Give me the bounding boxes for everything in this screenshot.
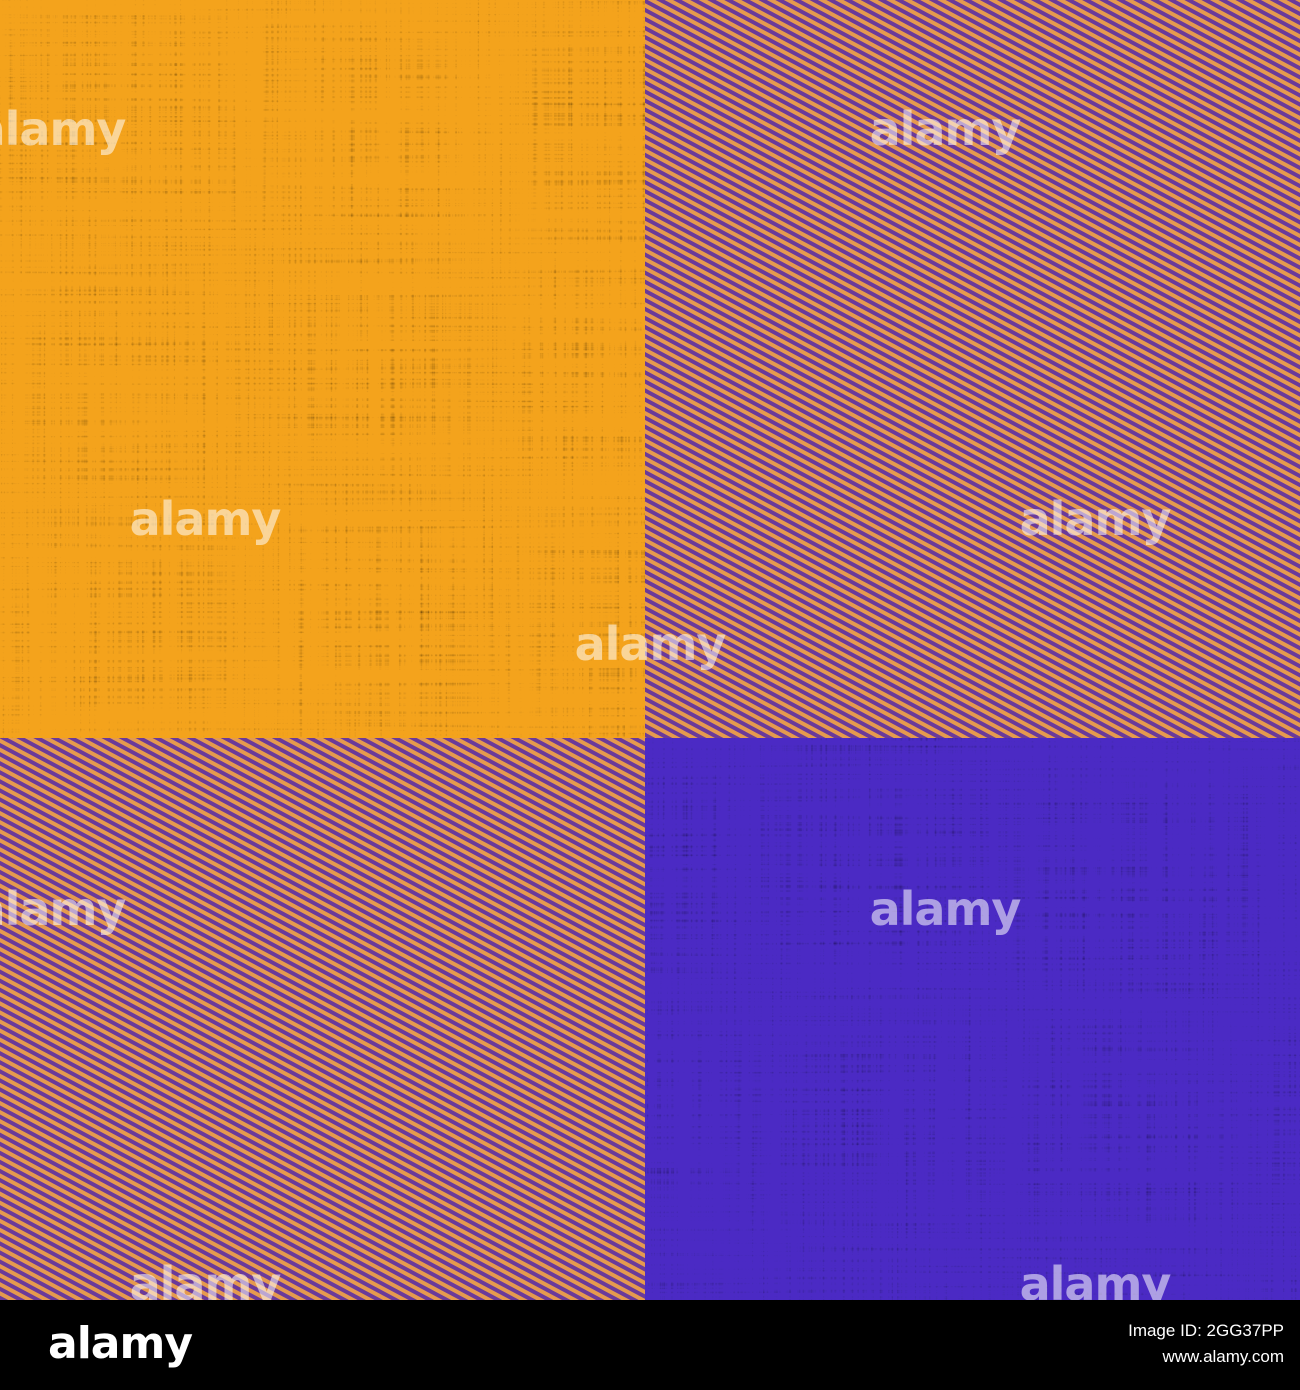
watermark: alamy [870, 882, 1022, 936]
watermark: alamy [0, 102, 126, 156]
orange-square [0, 0, 645, 738]
image-id: Image ID: 2GG37PP [1128, 1321, 1284, 1340]
footer-bar [0, 1300, 1300, 1390]
striped-square [645, 0, 1300, 738]
footer-logo: alamy [48, 1318, 192, 1369]
watermark: alamy [870, 102, 1022, 156]
site-url: www.alamy.com [1161, 1347, 1284, 1366]
watermark: alamy [1020, 492, 1172, 546]
fabric [0, 0, 1300, 1300]
blue-square [645, 738, 1300, 1300]
watermark: alamy [575, 617, 727, 671]
watermark: alamy [130, 492, 282, 546]
striped-square [0, 738, 645, 1300]
watermark: alamy [0, 882, 126, 936]
